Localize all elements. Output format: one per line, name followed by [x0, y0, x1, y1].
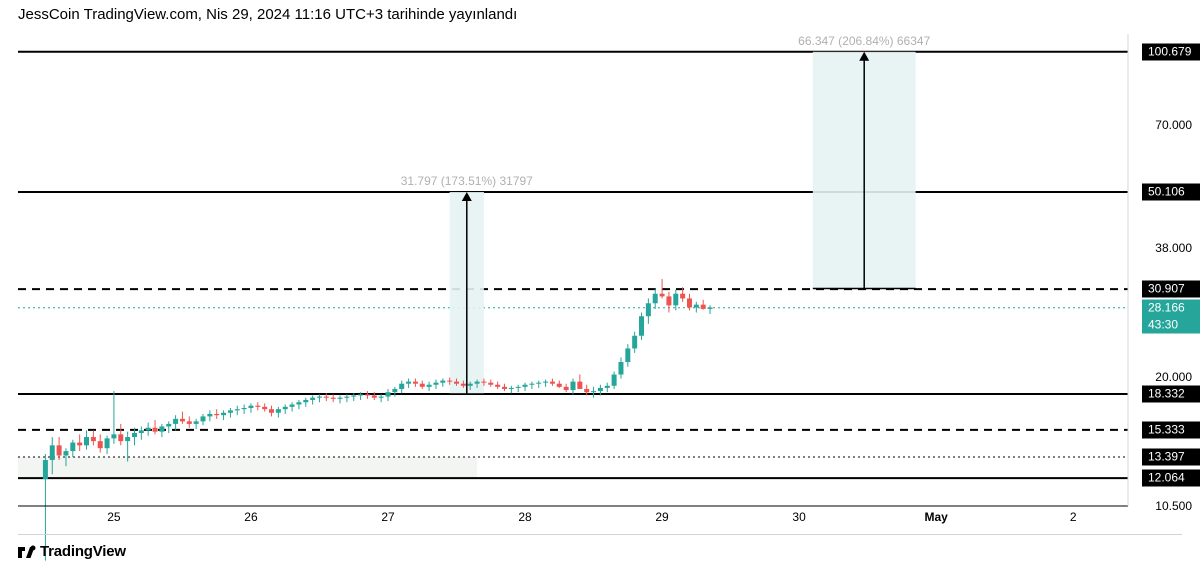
y-price-tag: 15.333 [1142, 421, 1200, 438]
x-axis: 25 26 27 28 29 30 May 2 [18, 510, 1128, 530]
x-tick: 28 [518, 510, 531, 524]
y-price-tag: 13.397 [1142, 449, 1200, 466]
x-tick: 29 [655, 510, 668, 524]
y-tick: 38.000 [1155, 241, 1192, 255]
y-price-tag: 100.679 [1142, 43, 1200, 60]
tradingview-logo: TradingView [18, 543, 126, 560]
y-price-tag: 18.332 [1142, 386, 1200, 403]
measurement-label: 31.797 (173.51%) 31797 [401, 174, 533, 188]
x-tick: 27 [381, 510, 394, 524]
brand-text: TradingView [40, 543, 126, 560]
y-tick: 70.000 [1155, 118, 1192, 132]
x-tick: 30 [792, 510, 805, 524]
y-axis: 70.00038.00020.00010.500100.67950.10630.… [1128, 34, 1200, 506]
x-tick: 25 [107, 510, 120, 524]
measurement-label: 66.347 (206.84%) 66347 [798, 34, 930, 48]
y-tick: 10.500 [1155, 499, 1192, 513]
y-price-tag: 43:30 [1142, 316, 1200, 333]
chart-plot[interactable] [18, 34, 1128, 506]
y-price-tag: 30.907 [1142, 281, 1200, 298]
y-tick: 20.000 [1155, 370, 1192, 384]
y-price-tag: 28.166 [1142, 299, 1200, 316]
y-price-tag: 12.064 [1142, 470, 1200, 487]
x-tick: May [924, 510, 947, 524]
footer: TradingView [18, 534, 1182, 560]
chart-header: JessCoin TradingView.com, Nis 29, 2024 1… [18, 6, 517, 23]
x-tick: 2 [1070, 510, 1077, 524]
x-tick: 26 [244, 510, 257, 524]
y-price-tag: 50.106 [1142, 183, 1200, 200]
